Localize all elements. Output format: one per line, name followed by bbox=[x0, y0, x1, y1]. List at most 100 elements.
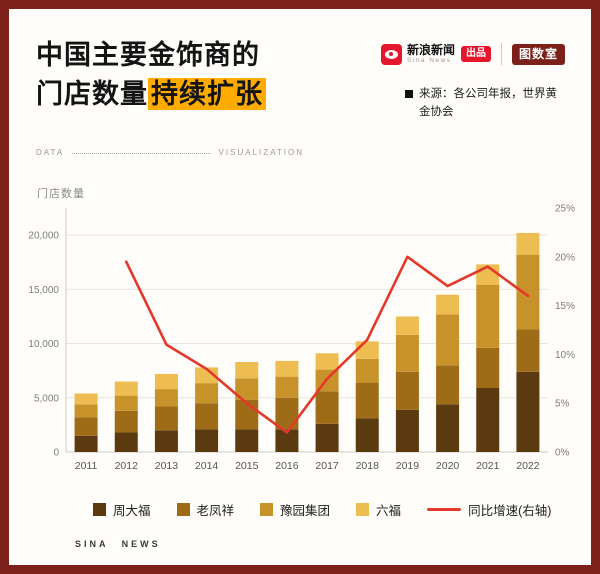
title-line-2-prefix: 门店数量 bbox=[36, 79, 148, 109]
legend-item-六福: 六福 bbox=[356, 500, 401, 519]
bar-segment-六福 bbox=[235, 361, 259, 379]
left-axis-tick-label: 10,000 bbox=[28, 339, 59, 350]
bar-segment-豫园集团 bbox=[74, 404, 98, 418]
sina-subtitle: Sina News bbox=[406, 56, 452, 64]
legend-item-豫园集团: 豫园集团 bbox=[260, 500, 330, 519]
brand-bar: 新浪新闻 Sina News 出品 图数室 bbox=[380, 43, 565, 65]
sina-name: 新浪新闻 bbox=[406, 42, 455, 57]
bar-segment-六福 bbox=[195, 367, 219, 384]
bar-segment-周大福 bbox=[436, 404, 460, 452]
bar-segment-豫园集团 bbox=[154, 389, 178, 407]
page-title: 中国主要金饰商的 门店数量 持续扩张 bbox=[36, 36, 266, 114]
legend-label: 老凤祥 bbox=[196, 504, 235, 518]
bar-segment-六福 bbox=[355, 341, 379, 359]
legend-swatch bbox=[260, 503, 274, 516]
title-line-1: 中国主要金饰商的 bbox=[36, 40, 260, 70]
x-axis-label: 2021 bbox=[476, 460, 500, 472]
bar-segment-周大福 bbox=[516, 371, 540, 452]
bar-segment-周大福 bbox=[476, 388, 500, 452]
right-axis-tick-label: 15% bbox=[555, 301, 575, 312]
legend-item-同比增速(右轴): 同比增速(右轴) bbox=[427, 500, 551, 519]
x-axis-label: 2015 bbox=[235, 460, 259, 472]
bar-segment-六福 bbox=[154, 373, 178, 390]
bar-segment-周大福 bbox=[395, 409, 419, 452]
visualization-label: VISUALIZATION bbox=[218, 148, 304, 157]
store-count-chart: 0 5,000 10,000 15,000 20,000 0% 5% 10% 15% 20% 25%… bbox=[28, 204, 575, 473]
legend-item-老凤祥: 老凤祥 bbox=[176, 500, 235, 519]
legend-swatch bbox=[356, 503, 370, 516]
x-axis-label: 2022 bbox=[516, 460, 540, 472]
bar-segment-豫园集团 bbox=[395, 334, 419, 372]
left-axis-tick-label: 5,000 bbox=[34, 393, 59, 404]
bar-segment-老凤祥 bbox=[114, 410, 138, 433]
x-axis-label: 2011 bbox=[75, 460, 98, 472]
bar-segment-豫园集团 bbox=[516, 254, 540, 330]
x-axis-label: 2012 bbox=[115, 460, 139, 472]
bar-segment-老凤祥 bbox=[315, 391, 339, 424]
bar-segment-豫园集团 bbox=[436, 314, 460, 366]
bar-segment-周大福 bbox=[315, 423, 339, 452]
bar-segment-老凤祥 bbox=[74, 417, 98, 436]
bar-segment-周大福 bbox=[114, 432, 138, 452]
bar-segment-豫园集团 bbox=[114, 395, 138, 411]
left-axis-tick-label: 15,000 bbox=[28, 285, 59, 296]
bar-segment-六福 bbox=[436, 294, 460, 315]
sina-brand-text: 新浪新闻 Sina News bbox=[407, 44, 455, 65]
legend-label: 六福 bbox=[376, 504, 402, 518]
legend-swatch bbox=[93, 503, 106, 516]
right-axis-tick-label: 20% bbox=[555, 252, 575, 263]
bar-segment-老凤祥 bbox=[395, 371, 419, 410]
title-line-2: 门店数量 持续扩张 bbox=[36, 75, 266, 114]
title-highlight: 持续扩张 bbox=[148, 78, 266, 110]
x-axis-label: 2016 bbox=[275, 460, 299, 472]
legend-line-swatch bbox=[427, 508, 462, 511]
bar-segment-六福 bbox=[516, 232, 540, 255]
bar-segment-豫园集团 bbox=[476, 284, 500, 348]
source-note: 来源：各公司年报，世界黄金协会 bbox=[405, 86, 565, 122]
chart-legend: 周大福 老凤祥 豫园集团 六福 同比增速(右轴) bbox=[93, 500, 551, 519]
dotted-divider bbox=[72, 152, 211, 154]
legend-label: 周大福 bbox=[113, 504, 151, 518]
bar-segment-周大福 bbox=[154, 430, 178, 452]
left-axis-tick-label: 0 bbox=[53, 448, 59, 459]
x-axis-label: 2020 bbox=[436, 460, 460, 472]
legend-label: 同比增速(右轴) bbox=[468, 504, 552, 518]
growth-line bbox=[124, 255, 530, 434]
sina-eye-icon bbox=[384, 49, 398, 59]
bar-segment-周大福 bbox=[235, 429, 259, 452]
legend-item-周大福: 周大福 bbox=[93, 500, 151, 519]
bar-segment-老凤祥 bbox=[436, 365, 460, 405]
x-axis-label: 2019 bbox=[396, 460, 420, 472]
footer-brand: SINA NEWS bbox=[75, 539, 161, 549]
produced-badge: 出品 bbox=[460, 46, 491, 62]
data-visualization-divider: DATA VISUALIZATION bbox=[36, 148, 304, 157]
left-axis-tick-label: 20,000 bbox=[28, 231, 59, 242]
x-axis-label: 2013 bbox=[155, 460, 179, 472]
bar-segment-六福 bbox=[74, 393, 98, 405]
bar-segment-老凤祥 bbox=[516, 329, 540, 372]
bar-segment-六福 bbox=[395, 316, 419, 335]
bar-segment-老凤祥 bbox=[195, 403, 219, 430]
bar-segment-周大福 bbox=[275, 429, 299, 452]
bar-segment-周大福 bbox=[355, 418, 379, 452]
x-axis-label: 2017 bbox=[315, 460, 339, 472]
y-axis-title: 门店数量 bbox=[37, 188, 85, 200]
right-axis-tick-label: 0% bbox=[555, 448, 570, 459]
x-axis-label: 2014 bbox=[195, 460, 219, 472]
bar-segment-老凤祥 bbox=[275, 397, 299, 430]
bar-segment-豫园集团 bbox=[195, 383, 219, 404]
right-axis-tick-label: 5% bbox=[555, 399, 570, 410]
right-axis-tick-label: 10% bbox=[555, 350, 575, 361]
bar-segment-六福 bbox=[315, 353, 339, 370]
sina-logo-icon bbox=[380, 43, 402, 65]
bar-segment-豫园集团 bbox=[275, 376, 299, 398]
legend-label: 豫园集团 bbox=[280, 504, 331, 518]
data-label: DATA bbox=[36, 148, 65, 157]
source-text: 来源：各公司年报，世界黄金协会 bbox=[419, 88, 557, 118]
source-bullet-icon bbox=[405, 90, 413, 98]
bar-segment-老凤祥 bbox=[476, 347, 500, 389]
bar-segment-老凤祥 bbox=[154, 406, 178, 431]
right-axis-tick-label: 25% bbox=[555, 204, 575, 215]
tushushi-logo: 图数室 bbox=[511, 43, 565, 65]
